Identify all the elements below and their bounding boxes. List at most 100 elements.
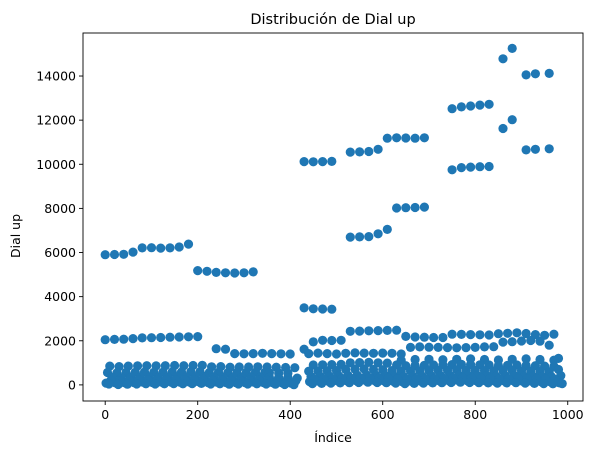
data-point bbox=[211, 344, 221, 354]
data-point bbox=[433, 342, 443, 352]
data-point bbox=[355, 232, 365, 242]
data-point bbox=[289, 380, 299, 390]
data-point bbox=[415, 342, 425, 352]
data-point bbox=[461, 343, 471, 353]
data-point bbox=[304, 349, 314, 359]
data-point bbox=[387, 348, 397, 358]
data-point bbox=[206, 379, 216, 389]
y-tick-label: 12000 bbox=[36, 113, 76, 128]
data-point bbox=[493, 329, 503, 339]
data-point bbox=[344, 378, 354, 388]
data-point bbox=[119, 249, 129, 259]
x-axis-title: Índice bbox=[314, 430, 352, 445]
data-point bbox=[392, 325, 402, 335]
data-point bbox=[507, 115, 517, 125]
data-point bbox=[178, 379, 188, 389]
data-point bbox=[447, 104, 457, 114]
data-point bbox=[132, 379, 142, 389]
data-point bbox=[327, 335, 337, 346]
data-point bbox=[363, 377, 373, 387]
data-point bbox=[270, 379, 280, 389]
data-point bbox=[318, 335, 328, 345]
data-point bbox=[373, 358, 383, 368]
data-point bbox=[307, 379, 317, 389]
y-tick-label: 2000 bbox=[44, 333, 76, 348]
data-point bbox=[368, 348, 379, 358]
data-point bbox=[452, 343, 462, 353]
data-point bbox=[498, 337, 508, 347]
data-point bbox=[381, 378, 391, 388]
data-point bbox=[502, 378, 512, 388]
data-point bbox=[526, 335, 536, 346]
data-point bbox=[267, 349, 277, 359]
data-point bbox=[544, 68, 554, 78]
data-point bbox=[220, 344, 231, 354]
data-point bbox=[456, 163, 466, 173]
data-point bbox=[350, 348, 360, 358]
data-point bbox=[378, 348, 388, 358]
y-tick-label: 8000 bbox=[44, 201, 76, 216]
data-point bbox=[484, 161, 494, 172]
data-point bbox=[128, 334, 138, 344]
data-point bbox=[345, 147, 355, 157]
data-point bbox=[409, 378, 419, 388]
data-point bbox=[405, 342, 416, 352]
data-point bbox=[318, 157, 328, 167]
data-point bbox=[447, 329, 457, 339]
data-point bbox=[290, 363, 300, 373]
data-point bbox=[113, 379, 123, 390]
data-point bbox=[503, 328, 513, 338]
data-point bbox=[475, 330, 485, 340]
data-point bbox=[335, 378, 345, 388]
data-point bbox=[239, 349, 249, 359]
data-point bbox=[424, 342, 434, 352]
data-point bbox=[109, 249, 120, 260]
data-point bbox=[521, 145, 531, 155]
data-point bbox=[530, 69, 541, 79]
x-tick-label: 400 bbox=[278, 407, 302, 422]
data-point bbox=[313, 348, 323, 358]
data-point bbox=[400, 379, 410, 389]
y-tick-label: 4000 bbox=[44, 289, 76, 304]
data-point bbox=[391, 378, 401, 388]
data-point bbox=[322, 349, 332, 359]
data-point bbox=[336, 335, 346, 345]
data-point bbox=[100, 250, 110, 260]
data-point bbox=[215, 379, 225, 389]
data-point bbox=[285, 349, 295, 359]
data-point bbox=[355, 147, 365, 157]
data-point bbox=[548, 379, 558, 389]
data-point bbox=[308, 157, 318, 167]
data-point bbox=[429, 332, 439, 343]
data-point bbox=[165, 243, 175, 253]
data-point bbox=[354, 377, 364, 388]
data-point bbox=[470, 342, 480, 352]
data-point bbox=[345, 358, 355, 368]
data-point bbox=[498, 123, 508, 134]
data-point bbox=[418, 378, 428, 388]
data-point bbox=[466, 162, 476, 172]
data-point bbox=[410, 332, 420, 342]
data-point bbox=[489, 342, 499, 352]
data-point bbox=[382, 358, 392, 368]
y-tick-label: 0 bbox=[68, 377, 76, 392]
data-point bbox=[373, 326, 383, 336]
data-point bbox=[410, 133, 420, 143]
points-layer bbox=[100, 43, 567, 390]
data-point bbox=[373, 229, 383, 239]
data-point bbox=[230, 349, 240, 359]
data-point bbox=[341, 348, 351, 358]
data-point bbox=[276, 349, 286, 359]
data-point bbox=[174, 332, 184, 342]
x-tick-label: 0 bbox=[101, 407, 109, 422]
data-point bbox=[146, 333, 157, 343]
data-point bbox=[100, 335, 110, 345]
data-point bbox=[447, 165, 457, 175]
data-point bbox=[193, 332, 203, 342]
data-point bbox=[442, 343, 453, 353]
data-point bbox=[521, 354, 531, 364]
data-point bbox=[359, 348, 369, 358]
data-point bbox=[187, 379, 197, 389]
data-point bbox=[156, 332, 166, 343]
data-point bbox=[239, 268, 249, 278]
